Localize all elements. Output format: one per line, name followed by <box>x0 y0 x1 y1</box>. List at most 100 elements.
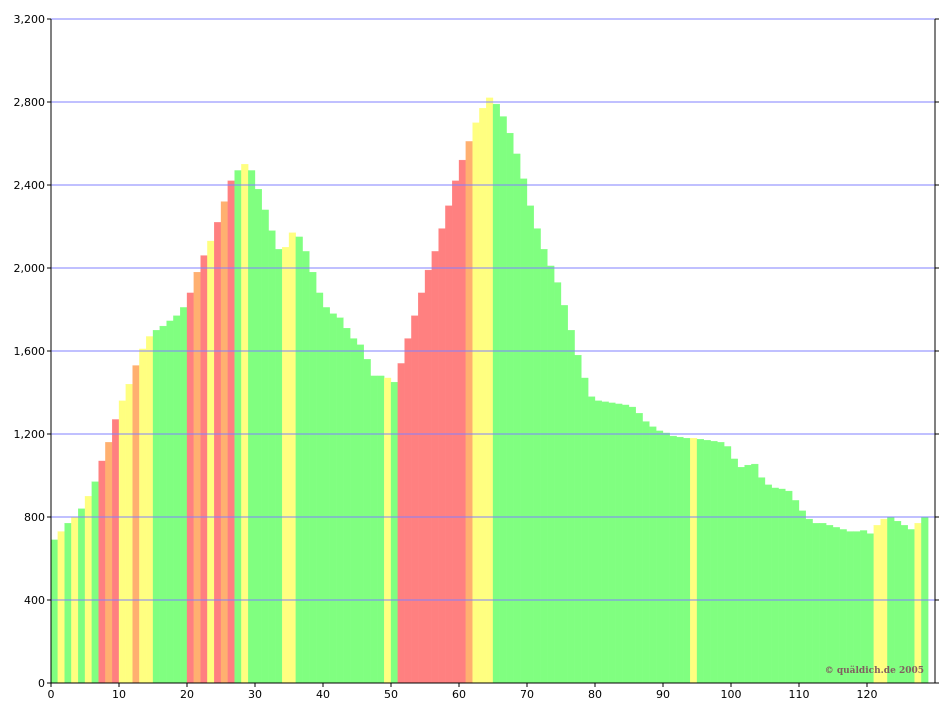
bar <box>540 249 548 684</box>
bar <box>853 531 861 684</box>
bar <box>411 315 419 684</box>
bar <box>302 251 310 684</box>
bar <box>608 402 616 684</box>
bar <box>832 527 840 684</box>
bar <box>526 205 534 684</box>
y-tick-label: 800 <box>24 511 45 524</box>
x-tick-label: 30 <box>248 688 262 701</box>
bar <box>78 508 86 684</box>
bar <box>880 518 888 684</box>
y-tick-label: 3,200 <box>14 13 46 26</box>
bar <box>458 159 466 684</box>
bar <box>261 209 269 684</box>
bar <box>118 400 126 684</box>
bar <box>57 531 65 684</box>
bar <box>900 525 908 684</box>
bar <box>363 359 371 684</box>
bar <box>139 348 147 684</box>
bar <box>894 521 902 684</box>
bar <box>431 251 439 684</box>
bar <box>805 518 813 684</box>
bar <box>601 401 609 684</box>
bar <box>112 419 120 684</box>
bar <box>486 97 494 684</box>
x-tick-label: 50 <box>384 688 398 701</box>
y-tick-label: 400 <box>24 594 45 607</box>
bar <box>594 400 602 684</box>
bar <box>105 442 113 684</box>
bar <box>560 305 568 684</box>
bar <box>282 247 290 684</box>
bar <box>173 315 181 684</box>
bar <box>914 523 922 684</box>
bar <box>479 108 487 684</box>
bar <box>214 222 222 684</box>
bar <box>125 384 133 684</box>
bar <box>717 442 725 684</box>
bar <box>180 307 188 684</box>
bar <box>751 463 759 684</box>
bar <box>635 413 643 684</box>
bar <box>683 437 691 684</box>
bar <box>152 330 160 684</box>
y-tick-label: 2,800 <box>14 96 46 109</box>
bar <box>547 265 555 684</box>
bar <box>220 201 228 684</box>
x-tick-label: 20 <box>180 688 194 701</box>
bar <box>200 255 208 684</box>
bar <box>370 375 378 684</box>
y-tick-label: 0 <box>38 677 45 690</box>
bar <box>91 481 99 684</box>
bar <box>710 441 718 684</box>
bar <box>98 460 106 684</box>
bar <box>628 406 636 684</box>
y-tick-label: 2,400 <box>14 179 46 192</box>
bar <box>778 488 786 684</box>
bar <box>826 525 834 684</box>
x-tick-label: 100 <box>721 688 742 701</box>
x-tick-label: 10 <box>112 688 126 701</box>
bar <box>445 205 453 684</box>
bar <box>193 271 201 684</box>
bar <box>574 354 582 684</box>
y-tick-label: 1,200 <box>14 428 46 441</box>
bar <box>839 529 847 684</box>
bar <box>207 240 215 684</box>
x-tick-label: 90 <box>656 688 670 701</box>
bar <box>785 490 793 684</box>
bar <box>506 132 514 684</box>
bar <box>50 539 58 684</box>
bar <box>764 484 772 684</box>
x-tick-label: 60 <box>452 688 466 701</box>
bar <box>866 533 874 684</box>
bar <box>703 440 711 684</box>
bar <box>438 228 446 684</box>
bar <box>846 531 854 684</box>
bar <box>397 363 405 684</box>
x-tick-label: 120 <box>857 688 878 701</box>
bar <box>322 307 330 684</box>
x-tick-label: 80 <box>588 688 602 701</box>
bar <box>499 116 507 684</box>
bar <box>798 510 806 684</box>
bar <box>166 320 174 684</box>
bar <box>343 328 351 684</box>
bar <box>656 430 664 684</box>
bar <box>424 269 432 684</box>
bar <box>669 435 677 684</box>
bar <box>146 336 154 684</box>
watermark: © quäldich.de 2005 <box>825 665 924 676</box>
bar <box>696 439 704 684</box>
bar <box>724 446 732 684</box>
bar <box>132 365 140 684</box>
bar <box>452 180 460 684</box>
x-tick-label: 110 <box>789 688 810 701</box>
bar <box>737 467 745 684</box>
bar <box>390 381 398 684</box>
bar <box>812 523 820 684</box>
bar <box>615 403 623 684</box>
bar <box>860 530 868 684</box>
bar <box>329 313 337 684</box>
bar <box>792 500 800 684</box>
bar <box>588 396 596 684</box>
